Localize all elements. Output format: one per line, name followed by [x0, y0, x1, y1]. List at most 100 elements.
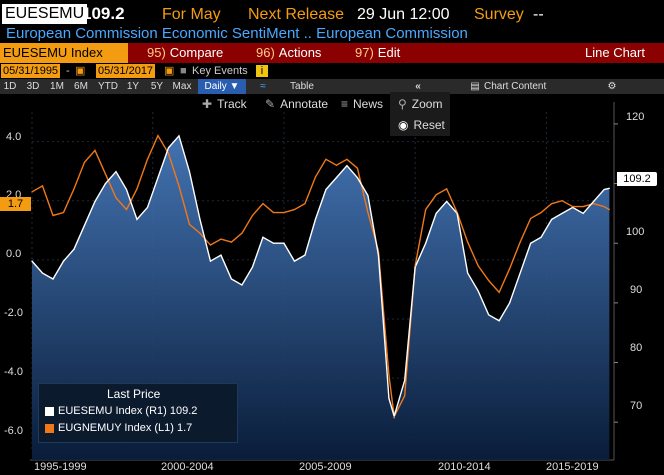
legend-item-eugnemuy[interactable]: EUGNEMUY Index (L1) 1.7: [45, 422, 192, 434]
key-events-checkbox[interactable]: ■: [180, 65, 187, 77]
eugnemuy-point: [199, 232, 201, 234]
eugnemuy-point: [435, 194, 437, 196]
timeframe-1y[interactable]: 1Y: [126, 81, 140, 92]
track-tool[interactable]: ✚ Track: [202, 96, 247, 112]
left-last-value-badge: 1.7: [0, 197, 31, 211]
zoom-label: Zoom: [411, 97, 443, 111]
euesemu-point: [608, 187, 610, 189]
eugnemuy-point: [230, 241, 233, 243]
eugnemuy-point: [414, 265, 416, 267]
chart[interactable]: [0, 94, 664, 475]
euesemu-point: [209, 260, 212, 262]
annotate-label: Annotate: [280, 97, 329, 111]
annotate-tool[interactable]: ✎ Annotate: [265, 96, 328, 112]
eugnemuy-point: [519, 241, 521, 243]
news-tool[interactable]: ≡ News: [341, 96, 383, 112]
euesemu-point: [540, 236, 542, 238]
actions-button[interactable]: 96) Actions: [256, 43, 321, 63]
eugnemuy-point: [456, 211, 458, 214]
chart-content-button[interactable]: Chart Content: [484, 81, 547, 92]
euesemu-point: [188, 171, 191, 173]
euesemu-point: [335, 177, 338, 179]
euesemu-point: [356, 177, 359, 179]
timeframe-ytd[interactable]: YTD: [98, 81, 118, 92]
right-axis-label: 100: [626, 226, 645, 238]
gear-icon[interactable]: ⚙: [607, 81, 617, 92]
info-icon[interactable]: i: [256, 65, 268, 77]
timeframe-5y[interactable]: 5Y: [150, 81, 164, 92]
crosshair-icon: ✚: [202, 97, 213, 111]
eugnemuy-point: [367, 211, 369, 214]
tool-panel: [390, 92, 450, 136]
euesemu-point: [367, 194, 369, 197]
ticker-label[interactable]: EUESEMU: [2, 4, 88, 24]
eugnemuy-point: [272, 211, 275, 214]
end-date-field[interactable]: 05/31/2017: [96, 64, 156, 78]
euesemu-point: [241, 284, 243, 286]
compare-button[interactable]: 95) Compare: [147, 43, 223, 63]
timeframe-6m[interactable]: 6M: [74, 81, 88, 92]
euesemu-point: [262, 236, 264, 238]
zoom-tool[interactable]: ⚲ Zoom: [398, 96, 442, 112]
legend-item-euesemu[interactable]: EUESEMU Index (R1) 109.2: [45, 405, 197, 417]
period-dropdown[interactable]: Daily ▼: [198, 79, 246, 94]
eugnemuy-point: [73, 188, 75, 190]
timeframe-1d[interactable]: 1D: [3, 81, 17, 92]
security-field[interactable]: EUESEMU Index: [0, 43, 128, 63]
timeframe-3d[interactable]: 3D: [26, 81, 40, 92]
collapse-icon[interactable]: «: [415, 81, 421, 92]
euesemu-point: [199, 218, 201, 220]
reset-tool[interactable]: ◉ Reset: [398, 117, 445, 133]
x-axis-label: 2000-2004: [161, 461, 214, 473]
chart-legend[interactable]: Last Price EUESEMU Index (R1) 109.2 EUGN…: [38, 383, 238, 443]
timeframe-1m[interactable]: 1M: [50, 81, 64, 92]
calendar-icon[interactable]: ▣: [75, 65, 86, 77]
survey-value: --: [533, 6, 544, 23]
left-axis-label: 0.0: [6, 248, 22, 260]
axis-ticks: [614, 123, 618, 423]
table-button[interactable]: Table: [290, 81, 314, 92]
euesemu-point: [519, 272, 521, 274]
eugnemuy-point: [188, 223, 191, 225]
euesemu-point: [425, 242, 427, 244]
chart-type-label[interactable]: Line Chart: [585, 45, 645, 60]
right-axis-label: 90: [630, 284, 643, 296]
date-separator: -: [66, 65, 70, 77]
euesemu-point: [230, 278, 233, 280]
euesemu-point: [146, 206, 149, 209]
last-value: 109.2: [82, 4, 125, 23]
euesemu-point: [467, 272, 469, 274]
edit-button[interactable]: 97) Edit: [355, 43, 400, 63]
eugnemuy-point: [335, 164, 338, 166]
euesemu-point: [551, 218, 553, 220]
euesemu-point: [104, 182, 107, 185]
euesemu-point: [446, 200, 448, 203]
eugnemuy-point: [94, 149, 96, 152]
calendar-icon[interactable]: ▣: [164, 65, 175, 77]
eugnemuy-point: [603, 206, 605, 208]
start-date-field[interactable]: 05/31/1995: [1, 64, 61, 78]
euesemu-area: [32, 135, 610, 460]
pencil-icon: ✎: [265, 97, 276, 111]
eugnemuy-point: [283, 211, 285, 214]
series-lines: [31, 134, 610, 419]
eugnemuy-point: [146, 158, 149, 160]
euesemu-point: [325, 188, 327, 191]
euesemu-point: [456, 212, 458, 215]
euesemu-point: [593, 200, 595, 203]
eugnemuy-point: [540, 211, 542, 214]
chart-content-icon[interactable]: ▤: [470, 81, 480, 92]
x-axis-label: 1995-1999: [34, 461, 87, 473]
right-axis-label: 120: [626, 111, 645, 123]
edit-number: 97): [355, 45, 374, 60]
eugnemuy-point: [467, 241, 469, 243]
line-chart-icon[interactable]: ≈: [260, 81, 266, 92]
eugnemuy-point: [377, 250, 380, 252]
timeframe-max[interactable]: Max: [172, 81, 192, 92]
eugnemuy-point: [388, 374, 390, 376]
euesemu-point: [488, 314, 490, 316]
actions-label: Actions: [278, 45, 322, 60]
euesemu-point: [314, 218, 317, 220]
x-axis-label: 2010-2014: [438, 461, 491, 473]
euesemu-point: [31, 260, 33, 262]
